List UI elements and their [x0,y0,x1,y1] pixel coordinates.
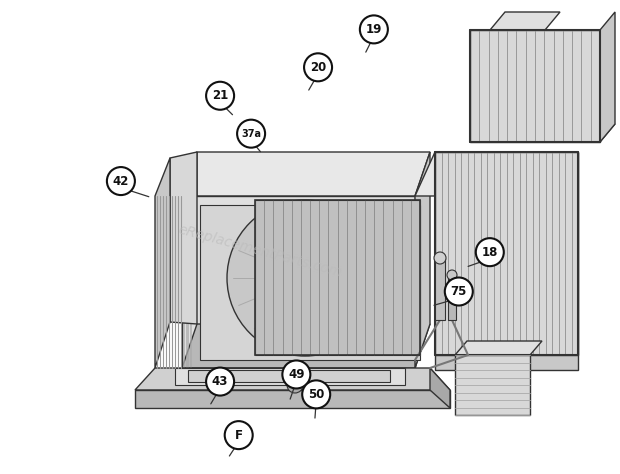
Polygon shape [255,200,420,355]
Circle shape [206,367,234,396]
Circle shape [447,270,457,280]
Polygon shape [200,205,420,360]
Circle shape [302,380,330,409]
Polygon shape [135,368,450,390]
Polygon shape [175,368,405,385]
Text: 50: 50 [308,388,324,401]
Polygon shape [170,152,197,324]
Polygon shape [135,390,450,408]
Text: 37a: 37a [241,128,261,139]
Text: 20: 20 [310,61,326,74]
Circle shape [282,360,311,389]
Text: 18: 18 [482,246,498,259]
Circle shape [304,53,332,82]
Polygon shape [455,355,530,415]
Text: 21: 21 [212,89,228,102]
Polygon shape [435,152,578,355]
Circle shape [287,377,303,393]
Polygon shape [470,30,600,142]
Polygon shape [415,152,430,368]
Circle shape [445,277,473,306]
Polygon shape [415,152,578,196]
Circle shape [206,82,234,110]
Text: 43: 43 [212,375,228,388]
Polygon shape [188,370,390,382]
Circle shape [107,167,135,195]
Polygon shape [435,355,578,370]
Polygon shape [600,12,615,142]
Text: 49: 49 [288,368,304,381]
Circle shape [224,421,253,449]
Circle shape [476,238,504,266]
Circle shape [434,252,446,264]
Polygon shape [182,196,415,368]
Text: 19: 19 [366,23,382,36]
Text: F: F [235,428,242,442]
Polygon shape [490,12,560,30]
Circle shape [227,200,383,356]
Polygon shape [448,275,456,320]
Text: 42: 42 [113,174,129,188]
Polygon shape [435,258,445,320]
Polygon shape [430,368,450,408]
Circle shape [281,255,329,301]
Polygon shape [155,158,170,368]
Polygon shape [182,152,430,196]
Circle shape [360,15,388,44]
Text: eReplacementParts.com: eReplacementParts.com [177,222,344,280]
Polygon shape [455,341,542,355]
Polygon shape [470,124,615,142]
Polygon shape [182,324,430,368]
Circle shape [237,119,265,148]
Polygon shape [182,152,197,368]
Text: 75: 75 [451,285,467,298]
Circle shape [318,266,342,290]
